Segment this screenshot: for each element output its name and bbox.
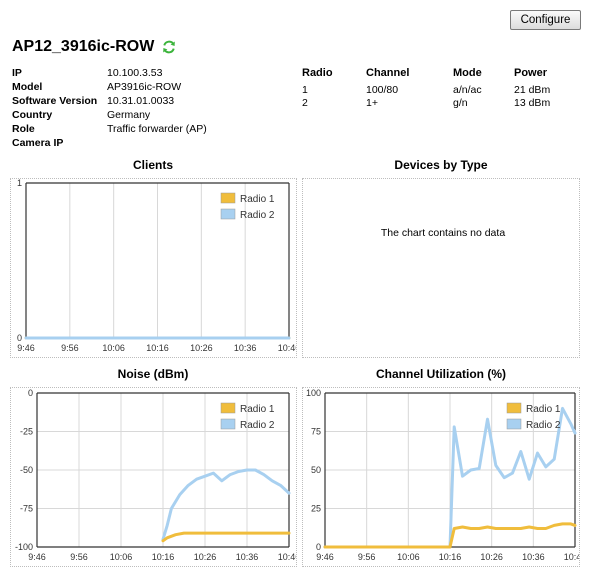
channel-col-header: Channel: [366, 67, 410, 79]
x-tick-label: 10:16: [152, 552, 175, 562]
info-value-country: Germany: [107, 109, 151, 121]
x-tick-label: 10:26: [190, 343, 213, 353]
devices-chart-svg: The chart contains no data: [381, 227, 505, 239]
x-tick-label: 10:36: [522, 552, 545, 562]
x-tick-label: 9:46: [316, 552, 334, 562]
legend-label-radio-1: Radio 1: [240, 194, 275, 205]
mode-col-header: Mode: [453, 67, 482, 79]
y-tick-label: 50: [311, 465, 321, 475]
x-tick-label: 9:56: [70, 552, 88, 562]
y-tick-label: -75: [20, 504, 33, 514]
table-cell: a/n/ac: [453, 84, 482, 96]
no-data-message: The chart contains no data: [381, 227, 505, 239]
info-value-software-version: 10.31.01.0033: [107, 95, 175, 107]
utilization-chart-title: Channel Utilization (%): [376, 367, 506, 381]
x-tick-label: 9:46: [17, 343, 35, 353]
x-tick-label: 10:26: [480, 552, 503, 562]
devices-chart-title: Devices by Type: [394, 158, 488, 172]
devices-chart: The chart contains no data: [302, 178, 580, 358]
legend-swatch-radio-2: [220, 208, 236, 220]
table-cell: 2: [302, 97, 308, 109]
series-line-radio-1: [161, 531, 291, 543]
table-cell: g/n: [453, 97, 468, 109]
y-tick-label: 0: [28, 388, 33, 398]
page-title: AP12_3916ic-ROW: [12, 38, 176, 56]
legend-label-radio-2: Radio 2: [240, 420, 275, 431]
table-cell: 1: [302, 84, 308, 96]
y-tick-label: -50: [20, 465, 33, 475]
table-cell: 21 dBm: [514, 84, 551, 96]
legend-swatch-radio-1: [220, 192, 236, 204]
series-line-radio-2: [323, 406, 577, 549]
x-tick-label: 9:56: [358, 552, 376, 562]
x-tick-label: 10:06: [110, 552, 133, 562]
legend-label-radio-2: Radio 2: [240, 210, 275, 221]
y-tick-label: 25: [311, 504, 321, 514]
noise-chart: 9:46 9:56 10:06 10:16 10:26 10:36 10:46 0 -25 -50…: [10, 387, 300, 567]
x-tick-label: 10:36: [234, 343, 257, 353]
series-line-radio-1: [323, 522, 577, 549]
info-label-role: Role: [12, 123, 35, 135]
ap-name: AP12_3916ic-ROW: [12, 38, 155, 55]
x-tick-label: 10:16: [146, 343, 169, 353]
noise-chart-svg: 9:46 9:56 10:06 10:16 10:26 10:36 10:46 0 -25 -50…: [15, 388, 300, 562]
info-value-role: Traffic forwarder (AP): [107, 123, 207, 135]
x-tick-label: 10:46: [278, 343, 296, 353]
configure-button[interactable]: Configure: [510, 10, 581, 30]
x-tick-label: 10:26: [194, 552, 217, 562]
table-cell: 1+: [366, 97, 378, 109]
x-tick-label: 10:36: [236, 552, 259, 562]
legend-swatch-radio-2: [220, 418, 236, 430]
y-tick-label: -25: [20, 427, 33, 437]
legend-swatch-radio-1: [506, 402, 522, 414]
y-tick-label: -100: [15, 542, 33, 552]
noise-chart-title: Noise (dBm): [117, 367, 189, 381]
x-tick-label: 9:46: [28, 552, 46, 562]
y-tick-label: 0: [316, 542, 321, 552]
y-tick-label: 100: [306, 388, 321, 398]
x-tick-label: 10:06: [102, 343, 125, 353]
info-label-camera-ip: Camera IP: [12, 137, 64, 149]
legend-label-radio-1: Radio 1: [240, 404, 275, 415]
info-label-model: Model: [12, 81, 43, 93]
table-cell: 100/80: [366, 84, 399, 96]
x-tick-label: 10:06: [397, 552, 420, 562]
legend-label-radio-2: Radio 2: [526, 420, 561, 431]
y-tick-label: 0: [17, 333, 22, 343]
x-tick-label: 10:16: [439, 552, 462, 562]
utilization-chart-svg: 9:46 9:56 10:06 10:16 10:26 10:36 10:46 100 75 50…: [306, 388, 586, 562]
info-label-ip: IP: [12, 67, 22, 79]
utilization-chart: 9:46 9:56 10:06 10:16 10:26 10:36 10:46 100 75 50…: [302, 387, 586, 567]
y-tick-label: 1: [17, 179, 22, 188]
x-tick-label: 10:46: [564, 552, 579, 562]
series-line-radio-2: [161, 468, 291, 541]
clients-chart: 9:46 9:56 10:06 10:16 10:26 10:36 10:46 0 1 Radio…: [10, 178, 300, 358]
x-tick-label: 10:46: [278, 552, 296, 562]
info-label-country: Country: [12, 109, 53, 121]
x-tick-label: 9:56: [61, 343, 79, 353]
info-label-software-version: Software Version: [12, 95, 98, 107]
y-tick-label: 75: [311, 427, 321, 437]
legend-swatch-radio-1: [220, 402, 236, 414]
clients-chart-title: Clients: [132, 158, 173, 172]
info-value-model: AP3916ic-ROW: [107, 81, 182, 93]
info-value-ip: 10.100.3.53: [107, 67, 163, 79]
legend-swatch-radio-2: [506, 418, 522, 430]
clients-chart-svg: 9:46 9:56 10:06 10:16 10:26 10:36 10:46 0 1 Radio…: [17, 178, 300, 353]
table-cell: 13 dBm: [514, 97, 551, 109]
radio-col-header: Radio: [302, 67, 333, 79]
legend-label-radio-1: Radio 1: [526, 404, 561, 415]
refresh-icon[interactable]: [162, 40, 176, 54]
power-col-header: Power: [514, 67, 548, 79]
